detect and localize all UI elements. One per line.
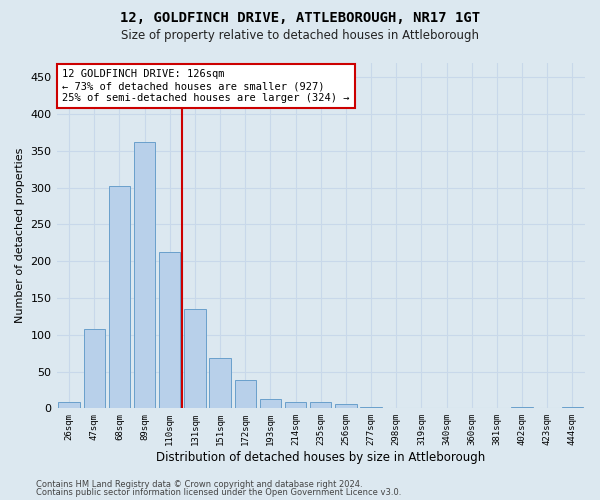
Bar	[184, 309, 206, 408]
Bar	[310, 402, 331, 408]
X-axis label: Distribution of detached houses by size in Attleborough: Distribution of detached houses by size …	[156, 451, 485, 464]
Bar	[58, 402, 80, 408]
Bar	[235, 380, 256, 408]
Bar	[285, 402, 307, 408]
Text: Contains HM Land Registry data © Crown copyright and database right 2024.: Contains HM Land Registry data © Crown c…	[36, 480, 362, 489]
Text: Contains public sector information licensed under the Open Government Licence v3: Contains public sector information licen…	[36, 488, 401, 497]
Bar	[260, 399, 281, 408]
Bar	[209, 358, 231, 408]
Bar	[109, 186, 130, 408]
Text: 12, GOLDFINCH DRIVE, ATTLEBOROUGH, NR17 1GT: 12, GOLDFINCH DRIVE, ATTLEBOROUGH, NR17 …	[120, 12, 480, 26]
Bar	[335, 404, 356, 408]
Text: Size of property relative to detached houses in Attleborough: Size of property relative to detached ho…	[121, 29, 479, 42]
Bar	[134, 142, 155, 408]
Y-axis label: Number of detached properties: Number of detached properties	[15, 148, 25, 323]
Text: 12 GOLDFINCH DRIVE: 126sqm
← 73% of detached houses are smaller (927)
25% of sem: 12 GOLDFINCH DRIVE: 126sqm ← 73% of deta…	[62, 70, 349, 102]
Bar	[361, 407, 382, 408]
Bar	[562, 407, 583, 408]
Bar	[83, 329, 105, 408]
Bar	[511, 407, 533, 408]
Bar	[159, 252, 181, 408]
